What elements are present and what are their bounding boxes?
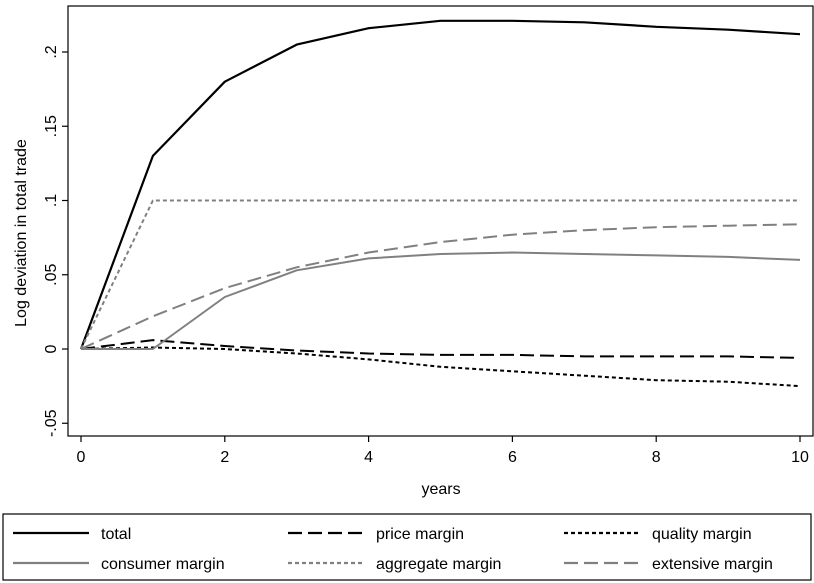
y-tick-label: .1 [43, 194, 60, 207]
x-tick-label: 8 [652, 449, 661, 466]
x-axis-label: years [421, 481, 460, 498]
y-tick-label: .15 [43, 115, 60, 137]
y-axis-label: Log deviation in total trade [13, 139, 30, 327]
legend-label: consumer margin [101, 556, 225, 573]
x-tick-label: 2 [220, 449, 229, 466]
series-line-total [79, 19, 801, 350]
series-line-quality-margin [80, 346, 801, 388]
plot-area [67, 5, 814, 437]
y-tick-label: .2 [43, 45, 60, 58]
y-tick-label: .05 [43, 264, 60, 286]
x-tick-label: 0 [77, 449, 86, 466]
series-line-consumer-margin [81, 251, 801, 350]
series-layer [79, 19, 801, 388]
legend-label: price margin [376, 526, 464, 543]
x-tick-label: 4 [364, 449, 373, 466]
legend-label: aggregate margin [376, 556, 501, 573]
x-tick-label: 6 [508, 449, 517, 466]
legend-label: quality margin [652, 526, 752, 543]
legend-box [2, 513, 812, 581]
x-axis: 0 2 4 6 8 10 [77, 436, 809, 466]
plot-border [67, 5, 814, 437]
y-tick-label: -.05 [43, 409, 60, 437]
y-axis: -.05 0 .05 .1 .15 .2 [43, 45, 68, 437]
series-line-price-margin [80, 339, 801, 359]
y-tick-label: 0 [43, 344, 60, 353]
legend-label: total [101, 526, 131, 543]
x-tick-label: 10 [791, 449, 809, 466]
series-line-extensive-margin [80, 223, 801, 350]
legend: total price margin quality margin consumer … [2, 513, 812, 581]
series-line-aggregate-margin [80, 199, 800, 350]
legend-label: extensive margin [652, 556, 773, 573]
